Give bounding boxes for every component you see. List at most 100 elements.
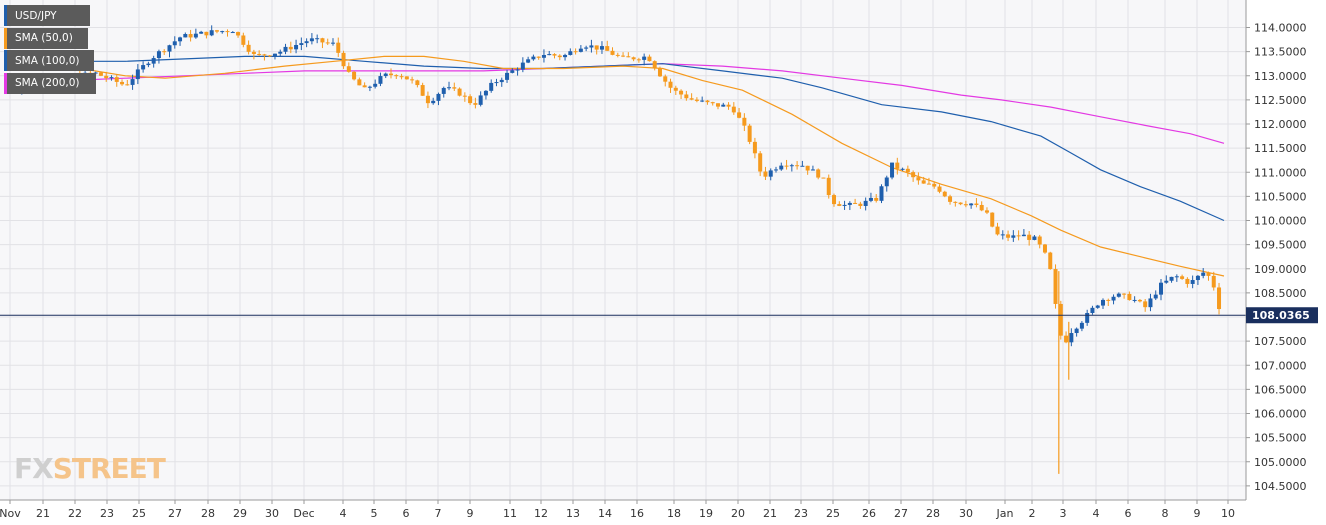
candle-body [668,81,673,88]
y-tick-label: 112.0000 [1254,118,1307,131]
candle-body [415,80,420,86]
candle-body [447,87,452,89]
candle-body [621,55,626,57]
candle-body [921,180,926,184]
candle-body [1011,235,1016,238]
x-tick-label: 11 [503,507,517,520]
candle-body [963,204,968,206]
candle-body [884,177,889,187]
candle-body [420,85,425,96]
candle-body [1195,275,1200,281]
candle-body [341,52,346,67]
candle-body [1132,299,1137,301]
candle-body [441,87,446,94]
candle-body [1048,252,1053,270]
candle-body [230,32,235,34]
candle-body [1016,235,1021,237]
candle-body [1159,282,1164,295]
candle-body [515,69,520,71]
candle-body [837,204,842,206]
legend-item-usdjpy[interactable]: USD/JPY [4,5,90,26]
candle-body [125,84,130,86]
x-tick-label: 30 [265,507,279,520]
candle-body [183,34,188,38]
legend-swatch [4,50,7,71]
legend-item-sma100[interactable]: SMA (100,0) [4,50,94,71]
candle-body [120,81,125,85]
candle-body [1206,272,1211,276]
candle-body [610,50,615,55]
candle-body [220,31,225,33]
x-tick-label: 25 [826,507,840,520]
candle-body [911,172,916,178]
candle-body [1074,328,1079,334]
candle-body [979,204,984,211]
legend-swatch [4,5,7,26]
x-tick-label: 21 [36,507,50,520]
candle-body [1021,234,1026,237]
candle-body [715,103,720,107]
candle-body [236,32,241,36]
candle-body [905,168,910,173]
candle-body [135,69,140,80]
y-tick-label: 105.5000 [1254,432,1307,445]
candle-body [573,51,578,53]
x-tick-label: 19 [699,507,713,520]
y-tick-label: 113.0000 [1254,70,1307,83]
candle-body [1058,303,1063,336]
candle-body [389,73,394,76]
x-tick-label: 9 [467,507,474,520]
y-tick-label: 110.0000 [1254,215,1307,228]
x-tick-label: 30 [959,507,973,520]
candle-body [510,70,515,73]
candle-body [1053,269,1058,304]
candle-body [1027,234,1032,240]
candle-body [362,85,367,88]
legend-item-sma50[interactable]: SMA (50,0) [4,27,88,49]
candle-body [789,165,794,167]
candle-body [584,47,589,49]
y-tick-label: 106.5000 [1254,383,1307,396]
y-tick-label: 110.5000 [1254,190,1307,203]
candle-body [272,53,277,56]
candle-body [352,71,357,80]
candle-body [336,42,341,53]
candle-body [626,56,631,58]
candle-body [431,100,436,104]
candle-body [1201,272,1206,276]
x-tick-label: 10 [1221,507,1235,520]
legend: USD/JPY SMA (50,0) SMA (100,0) SMA (200,… [4,5,96,95]
candle-body [104,75,109,79]
y-tick-label: 107.5000 [1254,335,1307,348]
candle-body [1006,234,1011,238]
candle-body [900,168,905,170]
x-tick-label: 2 [1029,507,1036,520]
y-tick-label: 113.5000 [1254,46,1307,59]
candle-body [499,79,504,83]
candle-body [969,203,974,206]
candle-body [531,56,536,60]
candle-body [209,30,214,36]
candle-body [146,63,151,66]
candle-body [826,177,831,196]
candle-body [684,94,689,99]
candle-body [847,202,852,205]
candle-body [178,37,183,42]
candle-body [1185,278,1190,284]
candle-body [167,45,172,52]
legend-item-sma200[interactable]: SMA (200,0) [4,72,96,94]
candle-body [278,51,283,54]
candle-body [705,100,710,103]
candle-body [1106,299,1111,301]
candle-body [594,45,599,50]
candle-body [673,87,678,91]
candle-body [494,82,499,84]
x-tick-label: 27 [168,507,182,520]
candle-body [768,170,773,177]
candle-body [832,195,837,205]
candle-body [868,197,873,201]
candle-body [457,88,462,96]
candle-body [642,56,647,60]
candle-body [568,51,573,55]
candle-body [942,191,947,197]
